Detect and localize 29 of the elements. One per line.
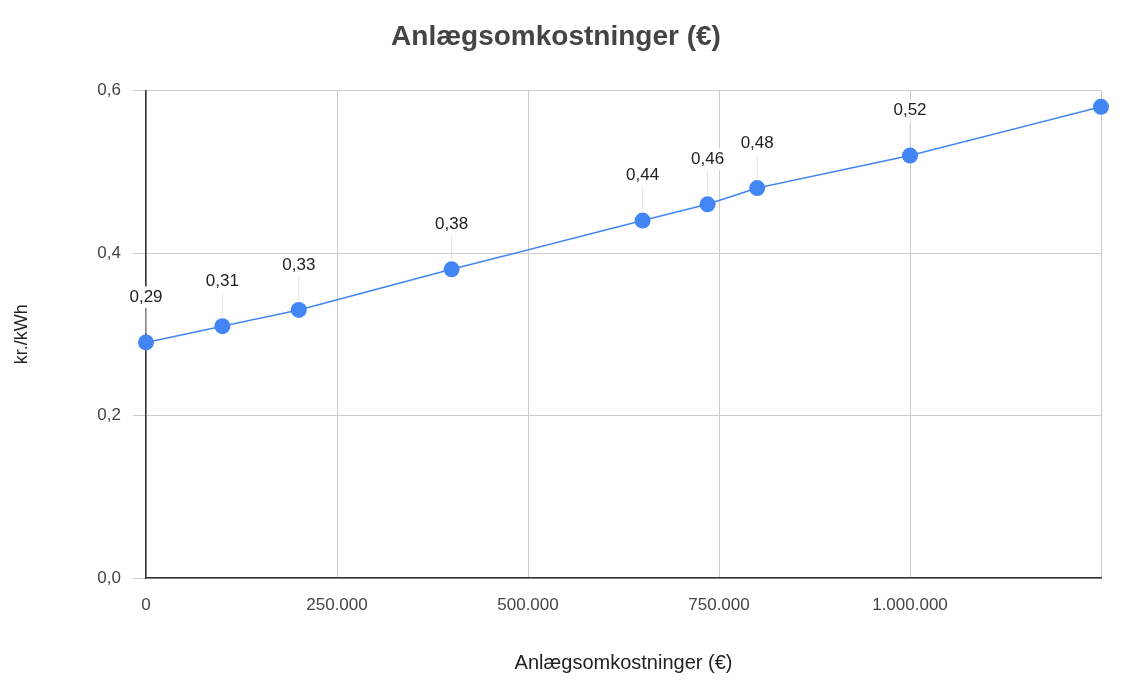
x-axis-title: Anlægsomkostninger (€) — [514, 650, 733, 673]
y-axis-title: kr./kWh — [10, 304, 31, 365]
point — [699, 196, 716, 213]
data-label: 0,44 — [626, 165, 660, 185]
x-tick-label: 750.000 — [688, 594, 750, 614]
data-label: 0,48 — [740, 132, 774, 152]
point — [138, 334, 154, 351]
point — [443, 261, 460, 278]
point — [634, 212, 651, 229]
data-label: 0,46 — [690, 149, 725, 169]
point — [214, 318, 231, 335]
data-label: 0,38 — [435, 214, 469, 233]
x-tick-label: 0 — [141, 594, 151, 614]
x-tick-label: 1.000.000 — [872, 594, 948, 614]
x-tick-label: 250.000 — [306, 594, 368, 614]
point — [749, 180, 766, 197]
y-tick-label: 0,2 — [97, 405, 121, 425]
x-tick-label: 500.000 — [497, 594, 559, 614]
point — [1093, 98, 1109, 115]
data-label: 0,29 — [129, 287, 163, 307]
point — [290, 301, 307, 318]
y-tick-label: 0,4 — [97, 242, 121, 262]
data-label: 0,52 — [893, 100, 927, 120]
point — [902, 147, 918, 164]
y-tick-label: 0,0 — [97, 567, 121, 587]
chart-title: Anlægsomkostninger (€) — [391, 19, 721, 51]
data-label: 0,33 — [282, 254, 316, 274]
data-label: 0,31 — [205, 270, 239, 290]
y-tick-label: 0,6 — [97, 80, 121, 100]
